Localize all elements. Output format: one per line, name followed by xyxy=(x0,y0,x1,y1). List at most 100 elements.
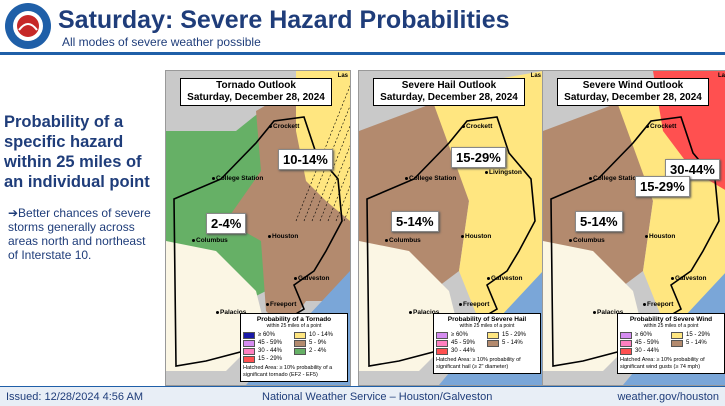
legend-item: 30 - 44% xyxy=(436,347,487,355)
map-title: Severe Wind Outlook xyxy=(582,80,684,91)
legend-label: 30 - 44% xyxy=(451,348,476,354)
map-date: Saturday, December 28, 2024 xyxy=(380,92,518,103)
legend-label: 5 - 14% xyxy=(686,340,707,346)
city-label: Freeport xyxy=(266,301,296,308)
legend-label: 30 - 44% xyxy=(258,348,283,354)
office: National Weather Service – Houston/Galve… xyxy=(262,391,493,403)
legend-label: 15 - 29% xyxy=(502,332,527,338)
legend-title: Probability of Severe Hail xyxy=(447,316,527,323)
legend-swatch xyxy=(436,339,448,347)
legend-swatch xyxy=(294,331,306,339)
legend-swatch xyxy=(243,331,255,339)
legend-label: 30 - 44% xyxy=(635,348,660,354)
legend-item: 45 - 59% xyxy=(243,339,294,347)
city-label: Galveston xyxy=(671,275,706,282)
title: Saturday: Severe Hazard Probabilities xyxy=(58,6,510,34)
city-label: Galveston xyxy=(487,275,522,282)
legend-label: 10 - 14% xyxy=(309,332,334,338)
legend-swatch xyxy=(436,347,448,355)
city-label: Crockett xyxy=(646,123,676,130)
legend-note: Hatched Area: ≥ 10% probability of signi… xyxy=(620,357,705,370)
legend-label: 15 - 29% xyxy=(258,356,283,362)
city-label: Galveston xyxy=(294,275,329,282)
legend-label: ≥ 60% xyxy=(258,332,275,338)
city-label: Palacios xyxy=(593,309,623,316)
city-label: College Station xyxy=(405,175,456,182)
legend-swatch xyxy=(671,339,683,347)
legend-label: 5 - 9% xyxy=(309,340,327,346)
legend-label: 2 - 4% xyxy=(309,348,327,354)
map-date: Saturday, December 28, 2024 xyxy=(187,92,325,103)
corner-label: Las xyxy=(337,73,348,79)
legend-items: ≥ 60% 10 - 14% 45 - 59% 5 - 9% 30 - 44% 2 - 4… xyxy=(243,331,345,363)
outlook-map: La Severe Wind Outlook Saturday, December … xyxy=(542,70,725,386)
risk-label: 15-29% xyxy=(635,176,690,197)
legend-label: 5 - 14% xyxy=(502,340,523,346)
legend-swatch xyxy=(436,331,448,339)
legend-subtitle: within 25 miles of a point xyxy=(266,323,322,329)
legend: Probability of a Tornado within 25 miles … xyxy=(240,313,348,382)
legend-note: Hatched Area: ≥ 10% probability of a sig… xyxy=(243,365,333,378)
legend-label: 45 - 59% xyxy=(451,340,476,346)
legend-item: ≥ 60% xyxy=(436,331,487,339)
city-label: Freeport xyxy=(643,301,673,308)
city-label: Columbus xyxy=(569,237,605,244)
legend-swatch xyxy=(620,331,632,339)
legend-swatch xyxy=(487,339,499,347)
legend-item: 45 - 59% xyxy=(436,339,487,347)
corner-label: La xyxy=(717,73,725,79)
legend-label: 15 - 29% xyxy=(686,332,711,338)
risk-label: 2-4% xyxy=(206,213,247,234)
legend-item: 15 - 29% xyxy=(487,331,538,339)
sidebar-bullet: ➔Better chances of severe storms general… xyxy=(8,206,151,262)
city-label: Houston xyxy=(645,233,675,240)
city-label: Crockett xyxy=(269,123,299,130)
risk-label: 15-29% xyxy=(451,147,506,168)
map-title-box: Tornado Outlook Saturday, December 28, 20… xyxy=(180,78,332,106)
legend: Probability of Severe Hail within 25 mile… xyxy=(433,313,541,374)
sidebar-heading: Probability of a specific hazard within … xyxy=(4,113,150,191)
city-label: College Station xyxy=(589,175,640,182)
divider xyxy=(0,52,725,55)
legend-title: Probability of Severe Wind xyxy=(629,316,713,323)
legend-swatch xyxy=(620,347,632,355)
city-label: Houston xyxy=(268,233,298,240)
risk-label: 30-44% xyxy=(665,159,720,180)
outlook-map: Las Severe Hail Outlook Saturday, December… xyxy=(358,70,544,386)
map-title: Severe Hail Outlook xyxy=(401,80,497,91)
risk-area xyxy=(296,71,350,221)
legend-label: ≥ 60% xyxy=(451,332,468,338)
city-label: Columbus xyxy=(385,237,421,244)
legend-swatch xyxy=(243,347,255,355)
hatch xyxy=(295,85,350,222)
legend-label: 45 - 59% xyxy=(258,340,283,346)
map-title-box: Severe Hail Outlook Saturday, December 28… xyxy=(373,78,525,106)
city-label: College Station xyxy=(212,175,263,182)
legend-label: 45 - 59% xyxy=(635,340,660,346)
legend-item: 15 - 29% xyxy=(243,355,294,363)
legend-swatch xyxy=(243,339,255,347)
legend-swatch xyxy=(294,339,306,347)
legend-item: 30 - 44% xyxy=(243,347,294,355)
legend-item: 45 - 59% xyxy=(620,339,671,347)
logo xyxy=(5,3,51,49)
city-label: Freeport xyxy=(459,301,489,308)
legend-item: ≥ 60% xyxy=(243,331,294,339)
legend-swatch xyxy=(294,347,306,355)
map-title-box: Severe Wind Outlook Saturday, December 28… xyxy=(557,78,709,106)
city-label: Palacios xyxy=(409,309,439,316)
legend-item: 15 - 29% xyxy=(671,331,722,339)
outlook-map: Las Tornado Outlook Saturday, December 28,… xyxy=(165,70,351,386)
map-title: Tornado Outlook xyxy=(216,80,296,91)
city-label: Crockett xyxy=(462,123,492,130)
map-date: Saturday, December 28, 2024 xyxy=(564,92,702,103)
city-label: Livingston xyxy=(485,169,522,176)
legend-swatch xyxy=(243,355,255,363)
legend-title: Probability of a Tornado xyxy=(256,316,332,323)
legend-items: ≥ 60% 15 - 29% 45 - 59% 5 - 14% 30 - 44% xyxy=(436,331,538,355)
legend-subtitle: within 25 miles of a point xyxy=(643,323,699,329)
issued: Issued: 12/28/2024 4:56 AM xyxy=(6,391,143,403)
legend-label: ≥ 60% xyxy=(635,332,652,338)
footer: Issued: 12/28/2024 4:56 AM National Weat… xyxy=(0,386,725,406)
